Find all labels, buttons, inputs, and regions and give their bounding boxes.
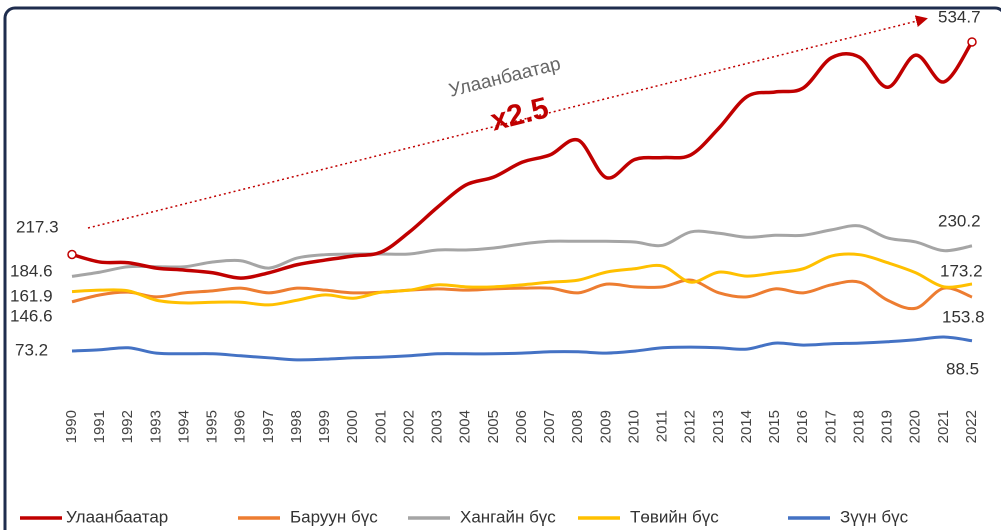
frame: [3, 6, 1001, 530]
legend-label: Хангайн бүс: [460, 507, 556, 526]
x-tick-label: 2013: [710, 410, 727, 443]
data-label: 161.9: [10, 286, 53, 305]
x-tick-label: 2012: [682, 410, 699, 443]
x-tick-label: 2011: [654, 410, 671, 442]
x-tick-label: 1995: [204, 410, 221, 443]
x-tick-label: 1992: [119, 410, 136, 443]
series-line: [71, 224, 973, 278]
legend-label: Зүүн бүс: [840, 507, 909, 526]
x-tick-label: 1993: [147, 410, 164, 443]
x-tick-label: 2020: [907, 410, 924, 443]
data-label: 217.3: [16, 217, 59, 236]
x-tick-label: 2001: [372, 410, 389, 443]
x-tick-label: 2018: [850, 410, 867, 443]
x-tick-label: 2022: [963, 410, 980, 443]
x-tick-label: 2007: [541, 410, 558, 443]
data-label: 230.2: [938, 211, 981, 230]
x-tick-label: 1990: [63, 410, 80, 443]
point-marker: [967, 37, 977, 47]
legend-label: Улаанбаатар: [66, 507, 168, 526]
x-tick-label: 2015: [766, 410, 783, 443]
data-label: 173.2: [940, 261, 983, 280]
x-tick-label: 2006: [513, 410, 530, 443]
x-tick-label: 2010: [625, 410, 642, 443]
x-tick-label: 1996: [232, 410, 249, 443]
x-tick-label: 2021: [935, 410, 952, 443]
x-tick-label: 1999: [316, 410, 333, 443]
x-tick-label: 2008: [569, 410, 586, 443]
series-line: [71, 335, 973, 362]
x-tick-label: 2004: [457, 410, 474, 443]
legend-label: Баруун бүс: [290, 507, 378, 526]
series-line: [71, 252, 973, 307]
series-line: [71, 40, 974, 280]
x-tick-label: 2019: [879, 410, 896, 443]
data-label: 73.2: [15, 340, 48, 359]
x-tick-label: 2016: [794, 410, 811, 443]
data-label: 146.6: [10, 306, 53, 325]
series-line: [71, 278, 973, 311]
x-tick-label: 2003: [429, 410, 446, 443]
x-tick-label: 2009: [597, 410, 614, 443]
legend-label: Төвийн бүс: [630, 507, 719, 526]
x-tick-label: 1991: [91, 410, 108, 443]
x-tick-label: 1994: [175, 410, 192, 443]
data-label: 153.8: [942, 307, 985, 326]
trend-arrow: [87, 15, 928, 229]
x-tick-label: 1997: [260, 410, 277, 443]
x-tick-label: 1998: [288, 410, 305, 443]
x-tick-label: 2017: [822, 410, 839, 443]
x-tick-label: 2005: [485, 410, 502, 443]
x-tick-label: 2000: [344, 410, 361, 443]
point-marker: [67, 249, 77, 260]
data-label: 184.6: [10, 261, 53, 280]
x-tick-label: 2014: [738, 410, 755, 443]
x-tick-label: 2002: [400, 410, 417, 443]
data-label: 534.7: [938, 7, 981, 26]
data-label: 88.5: [946, 359, 979, 378]
